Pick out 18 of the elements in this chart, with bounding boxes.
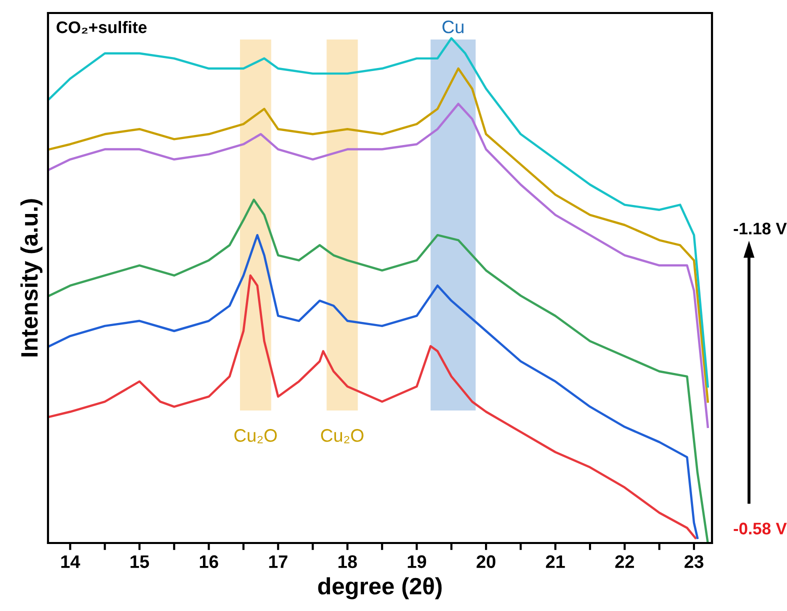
annotation: Cu₂O xyxy=(234,429,277,444)
x-tick-label: 16 xyxy=(200,555,218,568)
text: CO₂+sulfite xyxy=(56,20,147,34)
x-tick-label: 21 xyxy=(546,555,565,568)
x-tick-label: 19 xyxy=(408,555,426,568)
x-tick-label: 22 xyxy=(615,555,634,568)
x-tick-label: 23 xyxy=(684,555,704,568)
x-tick-label: 14 xyxy=(61,555,80,568)
annotation: Cu₂O xyxy=(321,429,364,444)
x-tick-label: 20 xyxy=(476,555,496,568)
text: Cu xyxy=(442,20,464,34)
x-tick-label: 17 xyxy=(269,555,288,568)
text: -1.18 V xyxy=(734,222,787,234)
x-tick-label: 15 xyxy=(130,555,150,568)
x-axis-title: degree (2θ) xyxy=(318,577,442,600)
y-axis-title: Intensity (a.u.) xyxy=(20,199,42,356)
x-tick-label: 18 xyxy=(338,555,357,568)
text: -0.58 V xyxy=(734,522,787,534)
